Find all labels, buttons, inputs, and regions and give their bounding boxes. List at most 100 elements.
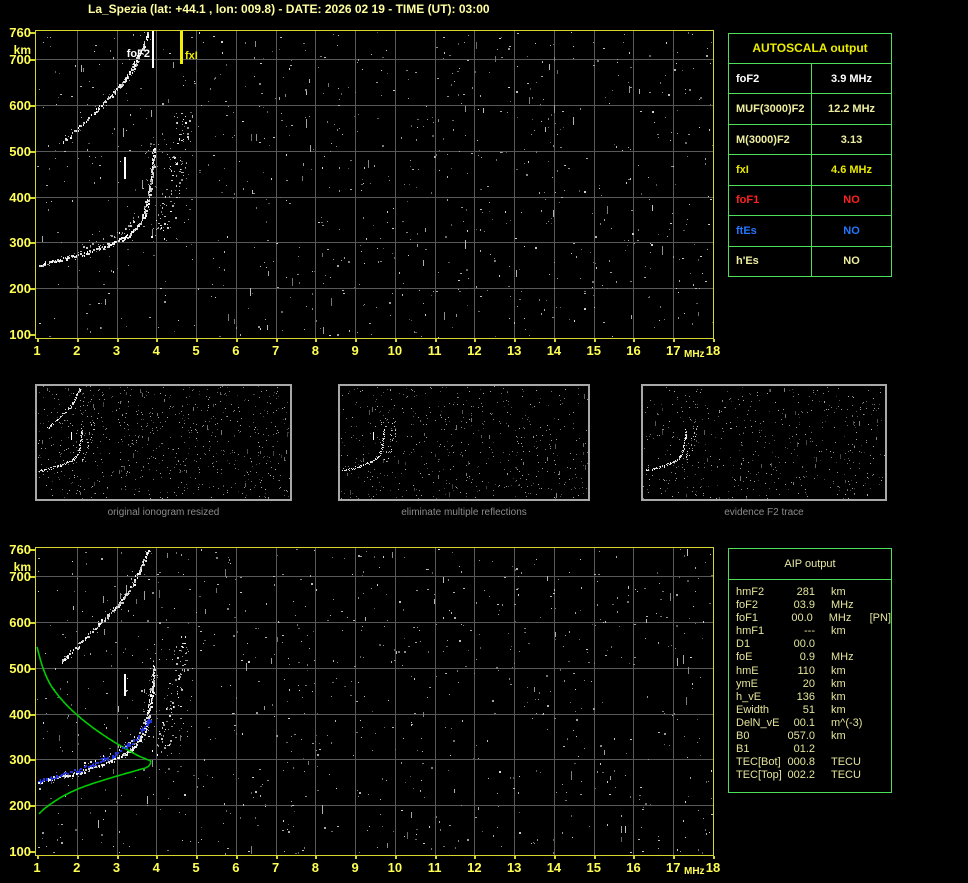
x-tick-label: 2 bbox=[73, 343, 81, 358]
aip-param-value: 002.2 bbox=[787, 769, 815, 782]
x-tick-label: 18 bbox=[705, 343, 721, 358]
aip-param-label: foF2 bbox=[736, 599, 759, 612]
aip-param-unit bbox=[831, 743, 871, 756]
aip-param-value: 000.8 bbox=[787, 756, 815, 769]
x-tick-label: 5 bbox=[192, 343, 200, 358]
aip-output-table: AIP output hmF2 281 km foF2 03.9 MHz foF1 00.0 M… bbox=[728, 548, 892, 793]
aip-row: DelN_vE 00.1 m^(-3) bbox=[736, 717, 891, 730]
aip-param-unit bbox=[831, 638, 871, 651]
x-tick-label: 1 bbox=[33, 343, 41, 358]
aip-param-unit: km bbox=[831, 703, 846, 716]
fof2-marker-label: foF2 bbox=[126, 48, 150, 60]
y-axis-unit-top: km bbox=[13, 43, 31, 57]
fxi-marker-label: fxI bbox=[185, 50, 198, 62]
x-tick-label: 9 bbox=[351, 343, 359, 358]
aip-param-unit: km bbox=[831, 625, 846, 638]
aip-param-label: hmE bbox=[736, 664, 759, 677]
y-tick-label: 500 bbox=[9, 143, 31, 159]
y-tick-label: 600 bbox=[9, 98, 31, 114]
aip-param-value: 136 bbox=[796, 690, 815, 703]
x-tick-label: 14 bbox=[546, 343, 562, 358]
aip-param-value: 01.2 bbox=[793, 743, 815, 756]
aip-row: Ewidth 51 km bbox=[736, 704, 891, 717]
x-tick-label: 11 bbox=[427, 343, 442, 358]
aip-param-unit: km bbox=[831, 690, 846, 703]
autoscala-output-table: AUTOSCALA output foF2 3.9 MHz MUF(3000)F2 1… bbox=[728, 33, 892, 277]
thumbnail-caption-evidence: evidence F2 trace bbox=[724, 507, 804, 518]
aip-param-value: 281 bbox=[796, 586, 815, 598]
autoscala-param-label: h'Es bbox=[729, 246, 812, 276]
aip-param-label: TEC[Top] bbox=[736, 769, 782, 782]
x-tick-label: 18 bbox=[705, 860, 721, 875]
y-tick-label: 300 bbox=[9, 752, 31, 768]
y-tick-label: 760 bbox=[9, 24, 31, 40]
y-tick-label: 500 bbox=[9, 660, 31, 676]
autoscala-param-label: M(3000)F2 bbox=[729, 124, 812, 155]
x-tick-label: 6 bbox=[232, 343, 240, 358]
x-tick-label: 4 bbox=[152, 343, 160, 358]
x-tick-label: 17 bbox=[666, 860, 681, 875]
autoscala-param-label: ftEs bbox=[729, 216, 812, 246]
aip-param-value: 00.0 bbox=[791, 612, 813, 625]
y-tick-label: 100 bbox=[9, 844, 31, 859]
x-tick-label: 4 bbox=[152, 860, 160, 875]
aip-param-unit: km bbox=[831, 664, 846, 677]
y-tick-label: 700 bbox=[9, 52, 31, 68]
autoscala-row: ftEs NO bbox=[729, 216, 891, 247]
x-tick-label: 8 bbox=[311, 860, 319, 875]
autoscala-row: h'Es NO bbox=[729, 246, 891, 276]
x-tick-label: 9 bbox=[351, 860, 359, 875]
autoscala-row: foF2 3.9 MHz bbox=[729, 64, 891, 95]
autoscala-param-label: foF1 bbox=[729, 185, 812, 216]
x-tick-label: 3 bbox=[112, 343, 121, 358]
aip-row: hmE 110 km bbox=[736, 665, 891, 678]
thumbnail-original-ionogram bbox=[35, 384, 292, 501]
x-tick-label: 11 bbox=[427, 860, 442, 875]
x-tick-label: 1 bbox=[33, 860, 41, 875]
x-tick-label: 12 bbox=[467, 343, 482, 358]
autoscala-param-value: 3.9 MHz bbox=[831, 72, 872, 85]
autoscala-param-value: NO bbox=[843, 194, 860, 207]
x-tick-label: 10 bbox=[387, 860, 403, 875]
thumbnail-caption-eliminate: eliminate multiple reflections bbox=[401, 507, 527, 518]
y-tick-label: 200 bbox=[9, 281, 31, 297]
x-tick-label: 13 bbox=[506, 343, 522, 358]
aip-param-value: --- bbox=[804, 625, 815, 638]
autoscala-param-value: NO bbox=[843, 255, 860, 268]
autoscala-row: MUF(3000)F2 12.2 MHz bbox=[729, 94, 891, 125]
aip-param-value: 03.9 bbox=[793, 599, 815, 612]
autoscala-param-value: 12.2 MHz bbox=[827, 103, 876, 116]
autoscala-param-value: 4.6 MHz bbox=[831, 163, 872, 176]
autoscala-row: fxI 4.6 MHz bbox=[729, 155, 891, 186]
aip-param-unit: km bbox=[831, 586, 846, 598]
aip-param-label: h_vE bbox=[736, 690, 762, 703]
x-tick-label: 16 bbox=[626, 343, 641, 358]
thumbnail-caption-original: original ionogram resized bbox=[107, 507, 220, 518]
aip-param-unit: km bbox=[831, 730, 846, 743]
aip-param-label: hmF2 bbox=[736, 586, 765, 598]
aip-row: h_vE 136 km bbox=[736, 691, 891, 704]
x-tick-label: 12 bbox=[467, 860, 482, 875]
autoscala-param-label: foF2 bbox=[729, 64, 812, 94]
aip-param-unit: MHz bbox=[831, 651, 854, 664]
y-axis-unit-bottom: km bbox=[13, 560, 31, 574]
aip-param-unit: m^(-3) bbox=[831, 716, 863, 729]
aip-row: foF1 00.0 MHz [PN] bbox=[736, 612, 891, 625]
aip-row: D1 00.0 bbox=[736, 638, 891, 651]
aip-param-label: B0 bbox=[736, 730, 750, 743]
aip-param-unit: TECU bbox=[831, 756, 861, 769]
x-tick-label: 3 bbox=[112, 860, 121, 875]
aip-param-extra: [PN] bbox=[869, 612, 892, 625]
autoscala-table-title: AUTOSCALA output bbox=[729, 34, 891, 64]
autoscala-table-rows: foF2 3.9 MHz MUF(3000)F2 12.2 MHz M(3000)F2 3… bbox=[729, 64, 891, 276]
autoscala-row: foF1 NO bbox=[729, 185, 891, 217]
aip-param-unit: MHz bbox=[828, 612, 852, 625]
aip-param-value: 110 bbox=[797, 664, 815, 677]
aip-param-label: hmF1 bbox=[736, 625, 765, 638]
aip-param-label: foE bbox=[736, 651, 753, 664]
aip-param-label: Ewidth bbox=[736, 703, 770, 716]
x-tick-label: 15 bbox=[586, 860, 601, 875]
aip-param-label: ymE bbox=[736, 677, 758, 690]
aip-row: ymE 20 km bbox=[736, 678, 891, 691]
autoscala-param-label: fxI bbox=[729, 155, 812, 185]
